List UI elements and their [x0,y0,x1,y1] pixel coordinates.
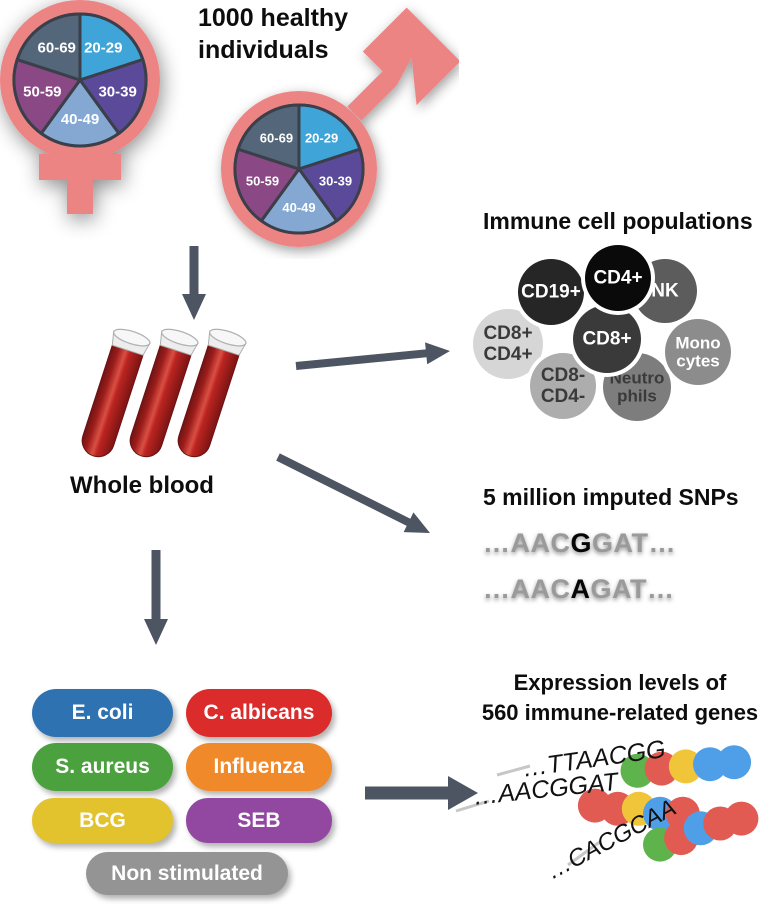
svg-text:Neutro: Neutro [610,368,665,387]
svg-text:40-49: 40-49 [61,111,99,128]
svg-text:20-29: 20-29 [84,39,122,56]
svg-text:CD4-: CD4- [541,386,585,407]
svg-text:40-49: 40-49 [282,200,315,215]
svg-text:phils: phils [617,387,657,406]
svg-text:CD8+: CD8+ [483,323,532,344]
svg-text:CD19+: CD19+ [521,282,581,303]
svg-text:30-39: 30-39 [319,173,352,188]
svg-text:30-39: 30-39 [98,84,136,101]
svg-text:Mono: Mono [675,333,720,352]
svg-text:CD4+: CD4+ [593,268,642,289]
svg-text:50-59: 50-59 [246,173,279,188]
svg-text:CD8+: CD8+ [582,329,631,350]
svg-text:20-29: 20-29 [305,130,338,145]
svg-text:CD8-: CD8- [541,365,585,386]
svg-text:60-69: 60-69 [38,39,76,56]
svg-text:50-59: 50-59 [23,84,61,101]
svg-text:NK: NK [651,281,679,302]
svg-text:CD4+: CD4+ [483,344,532,365]
svg-text:cytes: cytes [676,352,719,371]
svg-text:60-69: 60-69 [260,130,293,145]
